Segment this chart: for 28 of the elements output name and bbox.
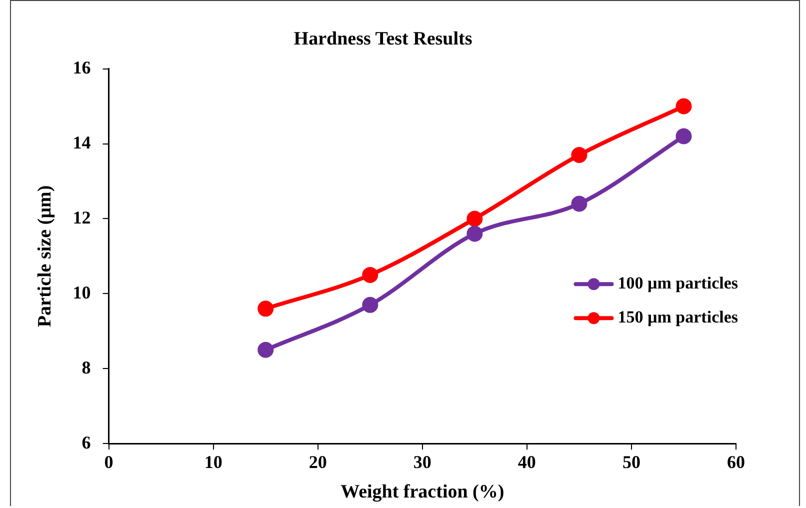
- point: [362, 296, 378, 313]
- point: [362, 266, 378, 283]
- x-tick-label: 0: [104, 452, 114, 472]
- x-tick-label: 10: [204, 452, 222, 472]
- y-tick-label: 8: [82, 357, 91, 378]
- point: [571, 196, 588, 212]
- x-tick-label: 50: [622, 452, 640, 472]
- legend-label: 150 µm particles: [618, 308, 738, 327]
- point: [466, 226, 483, 242]
- x-tick-label: 20: [308, 452, 327, 472]
- point: [466, 210, 483, 227]
- point: [676, 98, 692, 114]
- x-tick-label: 30: [413, 452, 432, 472]
- x-tick-label: 40: [518, 452, 536, 472]
- x-axis-title: Weight fraction (%): [340, 482, 504, 503]
- point: [676, 128, 692, 144]
- y-tick-label: 16: [72, 57, 91, 78]
- y-tick-label: 10: [72, 282, 91, 302]
- chart-title: Hardness Test Results: [294, 28, 472, 50]
- point: [258, 342, 274, 358]
- legend-label: 100 µm particles: [618, 274, 738, 293]
- y-axis-title: Particle size (µm): [34, 185, 56, 328]
- x-tick-label: 60: [727, 452, 745, 472]
- y-tick-label: 12: [72, 207, 91, 228]
- point: [258, 300, 274, 317]
- point: [571, 147, 588, 164]
- y-tick-label: 14: [72, 132, 91, 152]
- y-tick-label: 6: [82, 432, 91, 452]
